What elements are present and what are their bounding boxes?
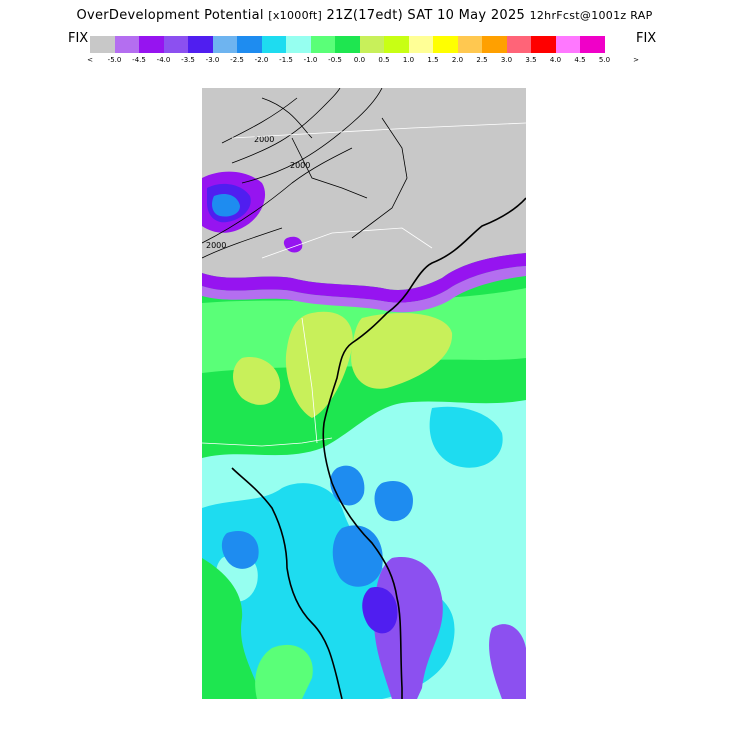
legend-swatch bbox=[163, 36, 188, 53]
color-legend-ticks: < -5.0 -4.5 -4.0 -3.5 -3.0 -2.5 -2.0 -1.5 -1.0 -0.… bbox=[84, 56, 644, 66]
legend-swatch bbox=[555, 36, 580, 53]
legend-tick-label: 3.5 bbox=[525, 56, 537, 64]
terrain-contours bbox=[201, 87, 383, 259]
legend-swatch bbox=[384, 36, 409, 53]
legend-swatch bbox=[310, 36, 335, 53]
legend-left-fix: FIX bbox=[68, 31, 89, 46]
legend-swatch bbox=[335, 36, 360, 53]
legend-swatch bbox=[408, 36, 433, 53]
valid-time: 21Z(17edt) SAT 10 May 2025 bbox=[326, 8, 526, 23]
units-label: [x1000ft] bbox=[268, 9, 323, 22]
legend-tick-label: -5.0 bbox=[107, 56, 122, 64]
field-yellow-green-patch-1 bbox=[285, 311, 353, 418]
contour-label-group: 2000 2000 2000 bbox=[206, 135, 310, 250]
field-violet-region bbox=[373, 557, 443, 699]
legend-swatch bbox=[433, 36, 458, 53]
legend-swatch bbox=[212, 36, 237, 53]
legend-swatch bbox=[237, 36, 262, 53]
legend-swatch bbox=[139, 36, 164, 53]
field-violet-patch-east bbox=[489, 624, 526, 699]
contour-label-2: 2000 bbox=[290, 161, 310, 170]
legend-tick-label: -3.0 bbox=[205, 56, 220, 64]
legend-tick-label: 4.0 bbox=[549, 56, 562, 64]
chart-title: OverDevelopment Potential [x1000ft] 21Z(… bbox=[0, 8, 729, 23]
legend-under-arrow: < bbox=[87, 56, 93, 64]
field-lilac-band bbox=[202, 266, 526, 313]
field-missing-gray bbox=[202, 88, 526, 290]
legend-swatch bbox=[531, 36, 556, 53]
contour-label-1: 2000 bbox=[254, 135, 274, 144]
legend-tick-label: 1.0 bbox=[402, 56, 415, 64]
legend-swatch bbox=[188, 36, 213, 53]
legend-tick-label: -1.5 bbox=[279, 56, 293, 64]
legend-tick-label: -4.0 bbox=[156, 56, 171, 64]
legend-tick-label: 2.0 bbox=[451, 56, 464, 64]
legend-tick-label: -2.0 bbox=[254, 56, 269, 64]
legend-tick-label: 4.5 bbox=[574, 56, 586, 64]
legend-swatch bbox=[114, 36, 139, 53]
legend-tick-label: 0.0 bbox=[353, 56, 366, 64]
field-blue-nw bbox=[212, 194, 240, 217]
legend-swatch bbox=[359, 36, 384, 53]
legend-swatch bbox=[261, 36, 286, 53]
legend-tick-label: -4.5 bbox=[132, 56, 146, 64]
legend-swatch bbox=[482, 36, 507, 53]
legend-tick-label: -3.5 bbox=[181, 56, 195, 64]
legend-tick-label: 0.5 bbox=[378, 56, 390, 64]
field-light-blue-patch-east bbox=[429, 406, 503, 468]
field-purple-band bbox=[202, 253, 526, 303]
county-borders bbox=[291, 117, 408, 239]
state-borders bbox=[201, 122, 527, 447]
legend-swatch bbox=[457, 36, 482, 53]
color-legend-bar bbox=[90, 36, 605, 53]
legend-swatch bbox=[506, 36, 531, 53]
forecast-map: 2000 2000 2000 bbox=[201, 87, 527, 700]
map-svg: 2000 2000 2000 bbox=[201, 87, 527, 700]
contour-label-3: 2000 bbox=[206, 241, 226, 250]
legend-over-arrow: > bbox=[633, 56, 639, 64]
legend-tick-label: 5.0 bbox=[598, 56, 611, 64]
field-light-green-south bbox=[255, 644, 313, 699]
field-blue-patch-4 bbox=[221, 530, 259, 569]
product-name: OverDevelopment Potential bbox=[76, 8, 264, 23]
run-info: 12hrFcst@1001z RAP bbox=[529, 9, 653, 22]
legend-swatch bbox=[286, 36, 311, 53]
field-yellow-green-patch-3 bbox=[233, 357, 281, 405]
field-indigo-patch bbox=[362, 587, 398, 634]
legend-tick-label: -1.0 bbox=[303, 56, 318, 64]
legend-tick-label: 2.5 bbox=[476, 56, 488, 64]
coastline bbox=[231, 197, 527, 700]
field-yellow-green-patch-2 bbox=[351, 313, 453, 389]
legend-swatch bbox=[90, 36, 115, 53]
legend-tick-label: 3.0 bbox=[500, 56, 513, 64]
legend-swatch bbox=[580, 36, 605, 53]
field-blue-patch-2 bbox=[374, 480, 413, 522]
field-green-southwest bbox=[202, 558, 262, 699]
legend-tick-label: -0.5 bbox=[328, 56, 342, 64]
legend-right-fix: FIX bbox=[636, 31, 657, 46]
legend-tick-label: -2.5 bbox=[230, 56, 244, 64]
field-blue-patch-1 bbox=[330, 465, 365, 506]
legend-tick-label: 1.5 bbox=[427, 56, 439, 64]
